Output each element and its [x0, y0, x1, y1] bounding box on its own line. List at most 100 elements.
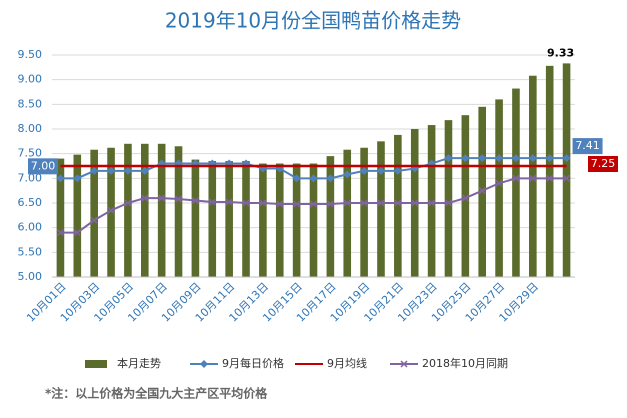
y-tick-label: 6.50 [18, 196, 43, 209]
point [56, 229, 64, 237]
point [461, 194, 469, 202]
y-tick-label: 6.00 [18, 221, 43, 234]
y-tick-label: 8.50 [18, 97, 43, 110]
bar [326, 156, 335, 277]
legend-label: 2018年10月同期 [422, 356, 508, 370]
bar [225, 161, 233, 277]
bar [478, 106, 487, 277]
point [528, 154, 537, 163]
point [428, 199, 436, 207]
bar [73, 154, 82, 277]
point [73, 174, 82, 183]
y-tick-label: 9.00 [18, 73, 43, 86]
data-label: 7.25 [591, 157, 616, 170]
bar [495, 99, 503, 278]
legend-label: 本月走势 [117, 356, 161, 370]
bar [242, 161, 250, 277]
point [107, 166, 116, 175]
point [123, 166, 132, 175]
point [343, 170, 352, 179]
point [141, 194, 149, 202]
point [394, 199, 402, 207]
bar [343, 149, 352, 277]
point [107, 206, 115, 214]
point [56, 174, 65, 183]
point [73, 229, 81, 237]
point [444, 154, 453, 163]
point [512, 174, 520, 182]
bar [191, 159, 200, 277]
y-tick-label: 8.00 [18, 122, 43, 135]
label-box [28, 158, 58, 175]
bar [377, 141, 385, 277]
point [158, 194, 166, 202]
data-label: 7.41 [575, 139, 600, 152]
point [545, 154, 554, 163]
point [461, 154, 470, 163]
y-tick-label: 5.50 [18, 245, 43, 258]
legend-swatch [400, 360, 408, 368]
point [208, 198, 216, 206]
legend-label: 9月均线 [327, 356, 367, 370]
point [360, 199, 368, 207]
point [326, 200, 334, 208]
label-box [588, 156, 618, 172]
point [309, 200, 318, 208]
legend-label: 9月每日价格 [222, 356, 284, 370]
point [478, 154, 487, 163]
y-tick-label: 7.00 [18, 171, 43, 184]
data-label: 9.33 [547, 46, 574, 59]
point [393, 166, 402, 175]
point [326, 174, 335, 183]
bar [56, 158, 65, 277]
y-tick-label: 9.50 [18, 48, 43, 61]
bar [562, 63, 571, 278]
point [90, 166, 99, 175]
bar [461, 115, 470, 277]
bar [360, 147, 368, 277]
bar [309, 163, 318, 277]
bar [444, 120, 453, 278]
point [529, 174, 537, 182]
footnote: *注：以上价格为全国九大主产区平均价格 [45, 386, 268, 401]
point [444, 199, 452, 207]
point [140, 166, 149, 175]
point [90, 216, 98, 224]
point [175, 195, 183, 203]
point [225, 198, 233, 206]
point [124, 199, 132, 207]
bar [208, 161, 217, 277]
label-box [572, 138, 603, 155]
data-label: 7.00 [31, 159, 56, 172]
point [292, 174, 301, 183]
point [276, 200, 284, 208]
point [360, 166, 369, 175]
bar [512, 88, 520, 278]
bar [124, 143, 132, 277]
bar [292, 163, 301, 277]
bar [259, 163, 267, 277]
bar [394, 134, 402, 277]
point [259, 199, 267, 207]
legend-swatch [85, 360, 107, 368]
point [562, 154, 571, 163]
bar [427, 125, 436, 277]
point [376, 166, 385, 175]
point [309, 174, 318, 183]
chart-title: 2019年10月份全国鸭苗价格走势 [165, 9, 461, 33]
point [343, 199, 351, 207]
y-tick-label: 7.50 [18, 147, 43, 160]
point [546, 174, 554, 182]
point [495, 154, 504, 163]
bar [275, 163, 284, 277]
bar [157, 143, 166, 277]
legend-swatch [200, 360, 208, 368]
point [242, 199, 250, 207]
bar [529, 75, 537, 277]
point [191, 197, 199, 205]
point [377, 199, 385, 207]
y-tick-label: 5.00 [18, 270, 43, 283]
point [563, 174, 571, 182]
point [293, 200, 301, 208]
